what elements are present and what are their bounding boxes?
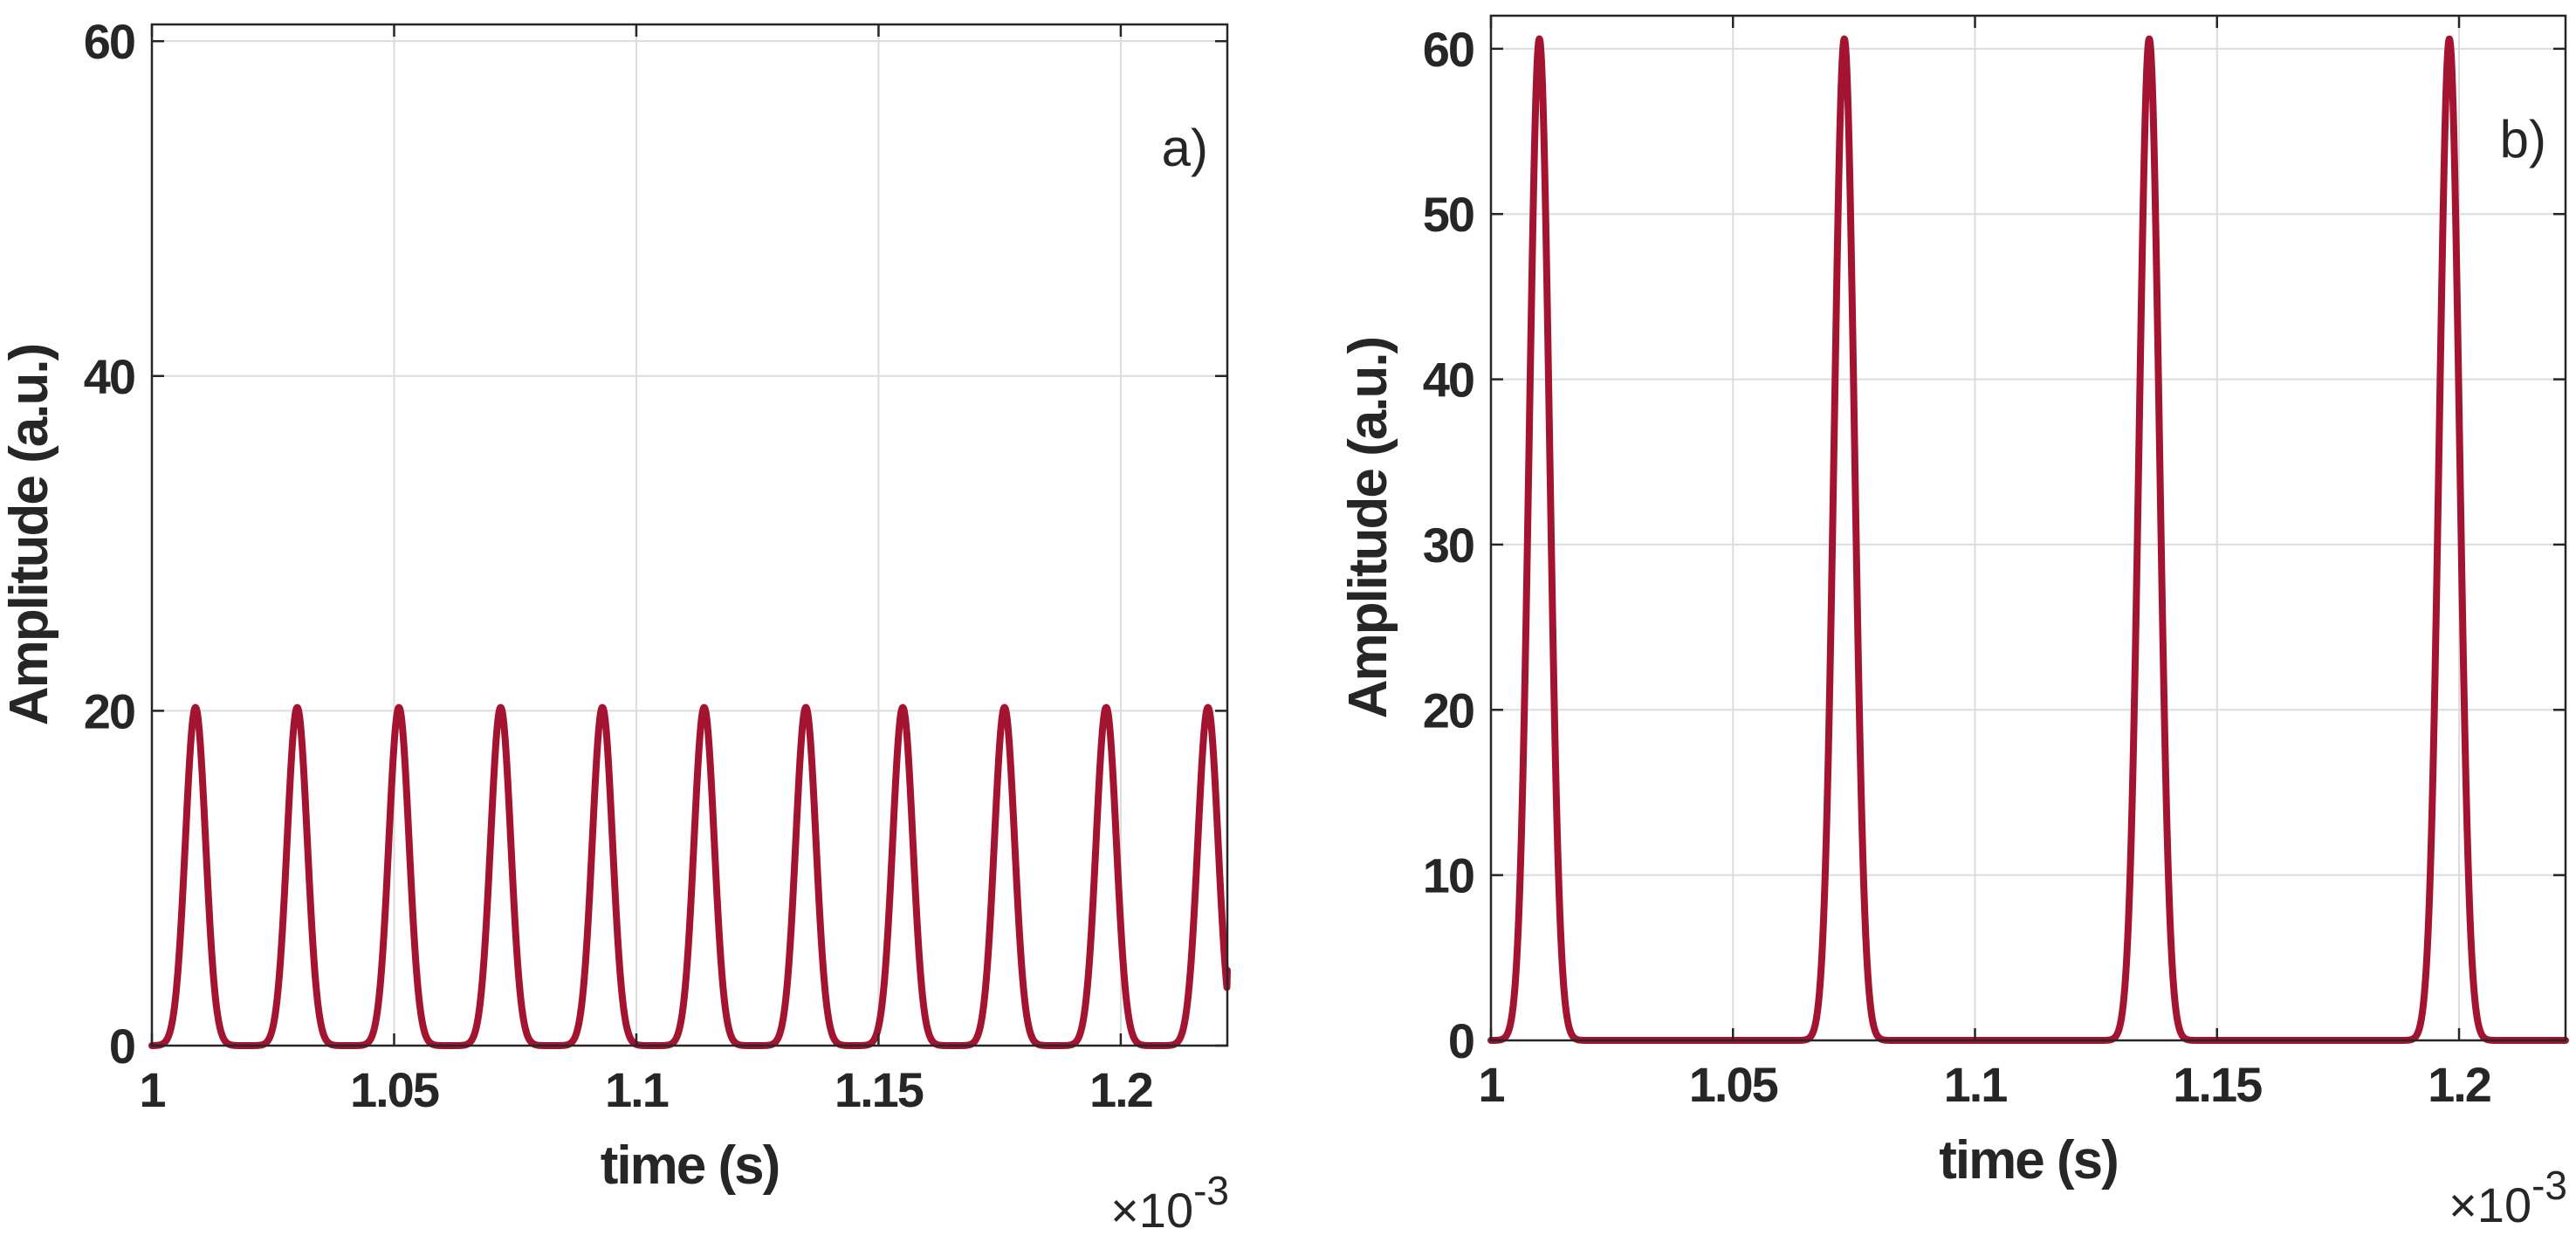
x-exponent-label-a: ×10-3 xyxy=(1110,1168,1229,1238)
x-tick-labels-b: 1 1.05 1.1 1.15 1.2 xyxy=(1478,1057,2492,1112)
x-axis-label-a: time (s) xyxy=(601,1136,779,1196)
y-tick-label: 20 xyxy=(1423,683,1473,738)
y-tick-label: 30 xyxy=(1423,518,1473,573)
x-tick-label: 1.15 xyxy=(835,1062,924,1117)
x-axis-label-b: time (s) xyxy=(1939,1130,2117,1191)
panel-label-a: a) xyxy=(1162,119,1208,177)
y-tick-label: 60 xyxy=(1423,22,1473,77)
chart-panel-a: 1 1.05 1.1 1.15 1.2 0 20 40 60 time (s) Amplitu… xyxy=(0,14,1231,1238)
x-tick-label: 1.1 xyxy=(1944,1057,2008,1112)
x-tick-label: 1.2 xyxy=(2428,1057,2490,1112)
x-exponent-power-a: -3 xyxy=(1193,1168,1229,1213)
y-tick-label: 0 xyxy=(109,1019,134,1074)
y-axis-label-b: Amplitude (a.u.) xyxy=(1338,338,1398,718)
pulse-series-line-b xyxy=(1487,35,2569,1044)
axes-box-a xyxy=(150,23,1229,1047)
y-tick-labels-b: 0 10 20 30 40 50 60 xyxy=(1423,22,1475,1068)
pulse-series-line-a xyxy=(148,703,1231,1049)
x-tick-label: 1.05 xyxy=(350,1062,439,1117)
y-tick-label: 40 xyxy=(84,349,134,404)
x-tick-label: 1 xyxy=(139,1062,165,1117)
y-tick-label: 0 xyxy=(1448,1013,1473,1068)
x-exponent-power-b: -3 xyxy=(2531,1163,2567,1208)
x-exponent-label-b: ×10-3 xyxy=(2449,1163,2567,1232)
x-tick-label: 1.1 xyxy=(605,1062,669,1117)
y-tick-labels-a: 0 20 40 60 xyxy=(84,14,136,1074)
axes-box-b xyxy=(1489,14,2567,1042)
x-tick-label: 1.2 xyxy=(1089,1062,1152,1117)
x-tick-label: 1 xyxy=(1478,1057,1504,1112)
chart-panel-b: 1 1.05 1.1 1.15 1.2 0 10 20 30 40 50 60 time (s) A… xyxy=(1338,14,2569,1232)
y-tick-label: 60 xyxy=(84,14,134,69)
y-tick-label: 10 xyxy=(1423,848,1473,903)
ticks-b xyxy=(1489,16,2566,1042)
y-tick-label: 50 xyxy=(1423,187,1473,242)
x-tick-labels-a: 1 1.05 1.1 1.15 1.2 xyxy=(139,1062,1153,1117)
y-tick-label: 40 xyxy=(1423,353,1473,408)
x-tick-label: 1.05 xyxy=(1689,1057,1778,1112)
y-tick-label: 20 xyxy=(84,683,134,738)
x-exponent-base-b: ×10 xyxy=(2449,1177,2531,1232)
grid-b xyxy=(1490,16,2566,1041)
y-axis-label-a: Amplitude (a.u.) xyxy=(0,345,59,725)
x-exponent-base-a: ×10 xyxy=(1110,1183,1193,1238)
panel-label-b: b) xyxy=(2500,110,2546,168)
ticks-a xyxy=(150,24,1227,1047)
x-tick-label: 1.15 xyxy=(2173,1057,2262,1112)
